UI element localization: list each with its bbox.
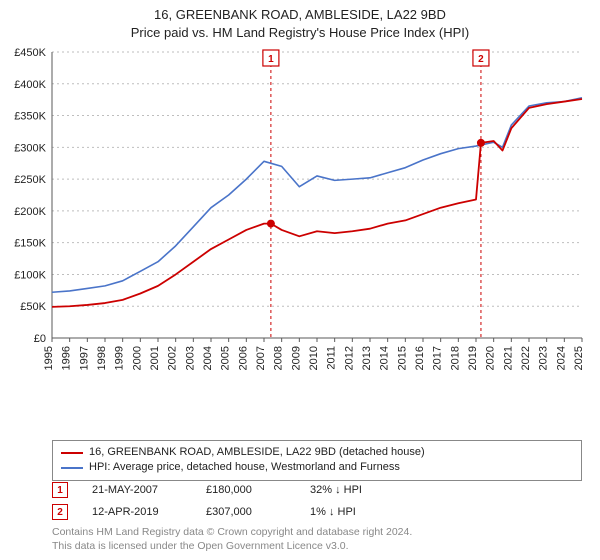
legend: 16, GREENBANK ROAD, AMBLESIDE, LA22 9BD … [52, 440, 582, 481]
svg-text:2017: 2017 [432, 346, 444, 370]
title-line-1: 16, GREENBANK ROAD, AMBLESIDE, LA22 9BD [0, 6, 600, 24]
svg-text:2018: 2018 [449, 346, 461, 370]
svg-text:2022: 2022 [520, 346, 532, 370]
svg-text:2002: 2002 [167, 346, 179, 370]
svg-text:£300K: £300K [14, 142, 46, 154]
svg-text:£150K: £150K [14, 238, 46, 250]
svg-text:2003: 2003 [184, 346, 196, 370]
legend-item-property: 16, GREENBANK ROAD, AMBLESIDE, LA22 9BD … [61, 445, 573, 460]
events-table: 1 21-MAY-2007 £180,000 32% ↓ HPI 2 12-AP… [52, 482, 582, 526]
svg-text:2: 2 [478, 54, 484, 65]
svg-text:2011: 2011 [326, 346, 338, 370]
svg-text:1: 1 [268, 54, 274, 65]
event-row-1: 1 21-MAY-2007 £180,000 32% ↓ HPI [52, 482, 582, 498]
svg-text:2007: 2007 [255, 346, 267, 370]
legend-swatch-property [61, 452, 83, 454]
line-chart: £0£50K£100K£150K£200K£250K£300K£350K£400… [52, 48, 582, 388]
event-price-1: £180,000 [206, 484, 286, 496]
footer-line-2: This data is licensed under the Open Gov… [52, 540, 412, 554]
legend-item-hpi: HPI: Average price, detached house, West… [61, 460, 573, 475]
svg-text:£450K: £450K [14, 47, 46, 59]
svg-text:£400K: £400K [14, 79, 46, 91]
svg-text:£100K: £100K [14, 269, 46, 281]
svg-text:2016: 2016 [414, 346, 426, 370]
svg-text:2001: 2001 [149, 346, 161, 370]
svg-text:£0: £0 [34, 333, 46, 345]
svg-text:2021: 2021 [502, 346, 514, 370]
event-marker-1: 1 [52, 482, 68, 498]
svg-text:1996: 1996 [61, 346, 73, 370]
svg-text:2009: 2009 [290, 346, 302, 370]
svg-text:2014: 2014 [379, 346, 391, 370]
svg-text:£50K: £50K [20, 301, 46, 313]
svg-text:2025: 2025 [573, 346, 585, 370]
svg-text:£350K: £350K [14, 111, 46, 123]
event-date-1: 21-MAY-2007 [92, 484, 182, 496]
svg-text:2024: 2024 [555, 346, 567, 370]
event-date-2: 12-APR-2019 [92, 506, 182, 518]
svg-text:2010: 2010 [308, 346, 320, 370]
svg-text:1998: 1998 [96, 346, 108, 370]
svg-text:2008: 2008 [273, 346, 285, 370]
svg-text:2005: 2005 [220, 346, 232, 370]
event-price-2: £307,000 [206, 506, 286, 518]
svg-text:2023: 2023 [538, 346, 550, 370]
footer-line-1: Contains HM Land Registry data © Crown c… [52, 526, 412, 540]
svg-text:2006: 2006 [237, 346, 249, 370]
legend-label-hpi: HPI: Average price, detached house, West… [89, 460, 400, 475]
svg-text:£250K: £250K [14, 174, 46, 186]
svg-text:2004: 2004 [202, 346, 214, 370]
svg-text:2000: 2000 [131, 346, 143, 370]
svg-text:2019: 2019 [467, 346, 479, 370]
legend-label-property: 16, GREENBANK ROAD, AMBLESIDE, LA22 9BD … [89, 445, 425, 460]
svg-text:2012: 2012 [343, 346, 355, 370]
footer: Contains HM Land Registry data © Crown c… [52, 526, 412, 553]
svg-text:1999: 1999 [114, 346, 126, 370]
event-row-2: 2 12-APR-2019 £307,000 1% ↓ HPI [52, 504, 582, 520]
event-delta-2: 1% ↓ HPI [310, 506, 356, 518]
svg-text:1995: 1995 [43, 346, 55, 370]
svg-text:2013: 2013 [361, 346, 373, 370]
legend-swatch-hpi [61, 467, 83, 469]
event-delta-1: 32% ↓ HPI [310, 484, 362, 496]
svg-text:1997: 1997 [78, 346, 90, 370]
title-line-2: Price paid vs. HM Land Registry's House … [0, 24, 600, 42]
svg-text:2020: 2020 [485, 346, 497, 370]
svg-text:2015: 2015 [396, 346, 408, 370]
event-marker-2: 2 [52, 504, 68, 520]
chart-title-block: 16, GREENBANK ROAD, AMBLESIDE, LA22 9BD … [0, 0, 600, 41]
svg-text:£200K: £200K [14, 206, 46, 218]
